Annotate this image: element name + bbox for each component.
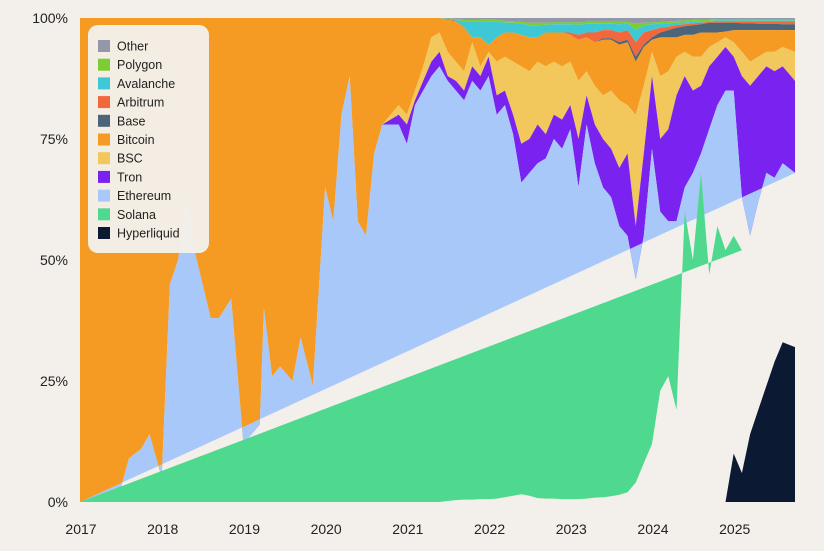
legend-label-polygon: Polygon [117,58,162,72]
x-axis-tick-labels: 2017 2018 2019 2020 2021 2022 2023 2024 2025 [65,521,750,537]
legend-label-tron: Tron [117,170,142,184]
legend-swatch-solana [98,208,110,221]
x-tick-label: 2021 [392,521,423,537]
x-tick-label: 2017 [65,521,96,537]
legend-label-bitcoin: Bitcoin [117,133,155,147]
legend-swatch-base [98,114,110,127]
y-tick-label: 75% [40,131,68,147]
area-polygon [80,18,795,31]
legend-box [88,25,209,253]
legend-label-arbitrum: Arbitrum [117,96,164,110]
chart-areas [80,18,795,503]
area-avalanche [80,18,795,45]
x-tick-label: 2023 [556,521,587,537]
area-bsc [80,32,795,502]
legend-swatch-arbitrum [98,96,110,109]
x-tick-label: 2022 [474,521,505,537]
legend-swatch-polygon [98,58,110,71]
y-axis-tick-labels: 0% 25% 50% 75% 100% [32,10,68,510]
area-bitcoin [80,18,795,502]
y-tick-label: 100% [32,10,68,26]
legend-label-solana: Solana [117,208,156,222]
x-tick-label: 2025 [719,521,750,537]
legend-swatch-avalanche [98,77,110,90]
y-tick-label: 50% [40,252,68,268]
legend-swatch-ethereum [98,189,110,202]
legend-swatch-bsc [98,152,110,165]
legend-label-base: Base [117,114,146,128]
legend-swatch-hyperliquid [98,227,110,239]
legend-label-avalanche: Avalanche [117,77,175,91]
y-tick-label: 25% [40,373,68,389]
legend-label-ethereum: Ethereum [117,189,171,203]
area-ethereum [80,66,795,503]
x-tick-label: 2020 [311,521,342,537]
legend-swatch-tron [98,170,110,183]
area-solana [80,172,742,502]
legend: Other Polygon Avalanche Arbitrum Base Bitcoin… [88,25,209,253]
legend-label-other: Other [117,40,148,54]
x-tick-label: 2024 [637,521,668,537]
x-tick-label: 2019 [229,521,260,537]
legend-swatch-other [98,40,110,52]
legend-label-bsc: BSC [117,152,143,166]
x-tick-label: 2018 [147,521,178,537]
legend-swatch-bitcoin [98,133,110,146]
area-other [80,18,795,24]
legend-label-hyperliquid: Hyperliquid [117,227,180,241]
y-tick-label: 0% [48,494,68,510]
area-tron [80,47,795,502]
area-arbitrum [80,18,795,57]
